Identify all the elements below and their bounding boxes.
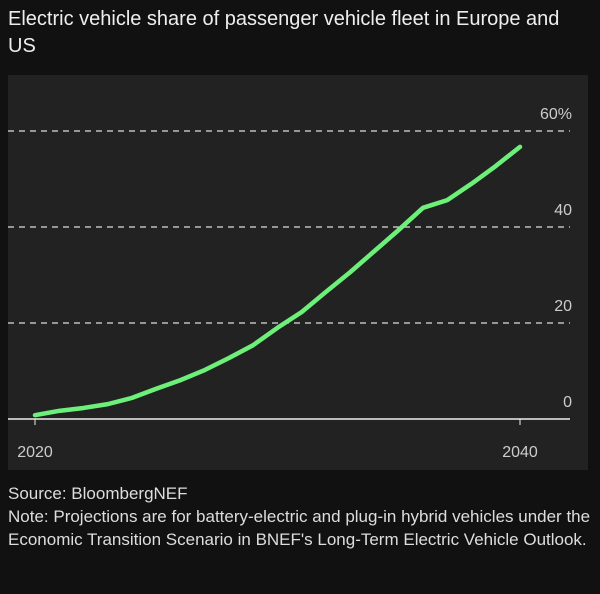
y-tick-label: 60% [540, 106, 572, 123]
x-tick-label: 2020 [17, 444, 53, 461]
y-tick-label: 20 [554, 298, 572, 315]
plot-area [8, 75, 588, 470]
source: Source: BloombergNEF [8, 484, 188, 503]
x-tick-label: 2040 [502, 444, 538, 461]
y-tick-label: 40 [554, 202, 572, 219]
chart-title: Electric vehicle share of passenger vehi… [8, 8, 560, 57]
footer: Source: BloombergNEF Note: Projections a… [8, 482, 593, 551]
note: Note: Projections are for battery-electr… [8, 507, 591, 549]
line [32, 144, 523, 418]
y-tick-label: 0 [563, 394, 572, 411]
